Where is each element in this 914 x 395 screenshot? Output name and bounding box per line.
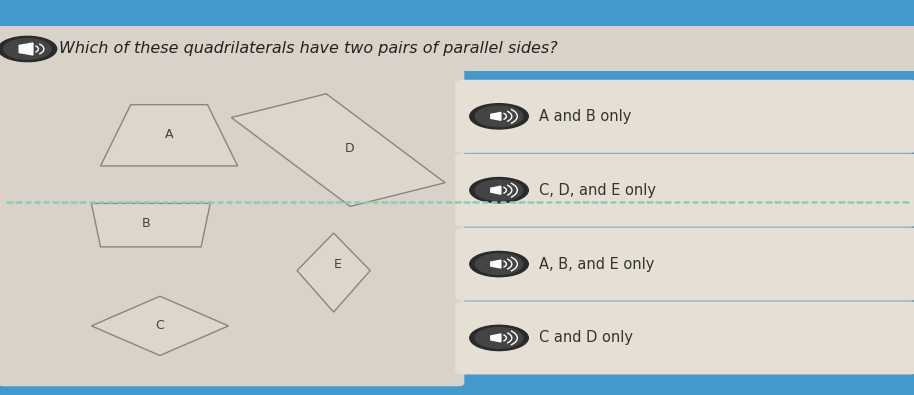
FancyBboxPatch shape bbox=[0, 0, 914, 28]
FancyBboxPatch shape bbox=[455, 301, 914, 374]
Circle shape bbox=[0, 36, 57, 62]
Circle shape bbox=[470, 325, 528, 351]
Circle shape bbox=[4, 39, 51, 59]
Polygon shape bbox=[491, 260, 501, 268]
Text: D: D bbox=[345, 142, 354, 154]
Circle shape bbox=[475, 106, 523, 126]
Circle shape bbox=[470, 252, 528, 276]
Circle shape bbox=[470, 103, 528, 129]
FancyBboxPatch shape bbox=[455, 80, 914, 153]
Polygon shape bbox=[231, 94, 445, 207]
Polygon shape bbox=[91, 203, 210, 247]
FancyBboxPatch shape bbox=[455, 154, 914, 227]
Polygon shape bbox=[19, 43, 33, 55]
Circle shape bbox=[475, 254, 523, 274]
Text: A and B only: A and B only bbox=[539, 109, 632, 124]
Polygon shape bbox=[91, 296, 228, 356]
Polygon shape bbox=[101, 105, 238, 166]
Polygon shape bbox=[491, 186, 501, 194]
Text: C, D, and E only: C, D, and E only bbox=[539, 183, 656, 198]
Text: A, B, and E only: A, B, and E only bbox=[539, 257, 654, 271]
Circle shape bbox=[475, 327, 523, 348]
Text: C and D only: C and D only bbox=[539, 331, 633, 345]
Circle shape bbox=[470, 177, 528, 203]
Polygon shape bbox=[491, 112, 501, 120]
Text: B: B bbox=[142, 217, 151, 229]
Circle shape bbox=[475, 180, 523, 200]
Text: C: C bbox=[155, 320, 165, 332]
Polygon shape bbox=[491, 334, 501, 342]
FancyBboxPatch shape bbox=[0, 26, 914, 71]
Text: Which of these quadrilaterals have two pairs of parallel sides?: Which of these quadrilaterals have two p… bbox=[59, 41, 558, 56]
Text: A: A bbox=[165, 128, 174, 141]
Text: E: E bbox=[335, 258, 342, 271]
FancyBboxPatch shape bbox=[0, 68, 464, 386]
Polygon shape bbox=[297, 233, 370, 312]
FancyBboxPatch shape bbox=[455, 228, 914, 301]
